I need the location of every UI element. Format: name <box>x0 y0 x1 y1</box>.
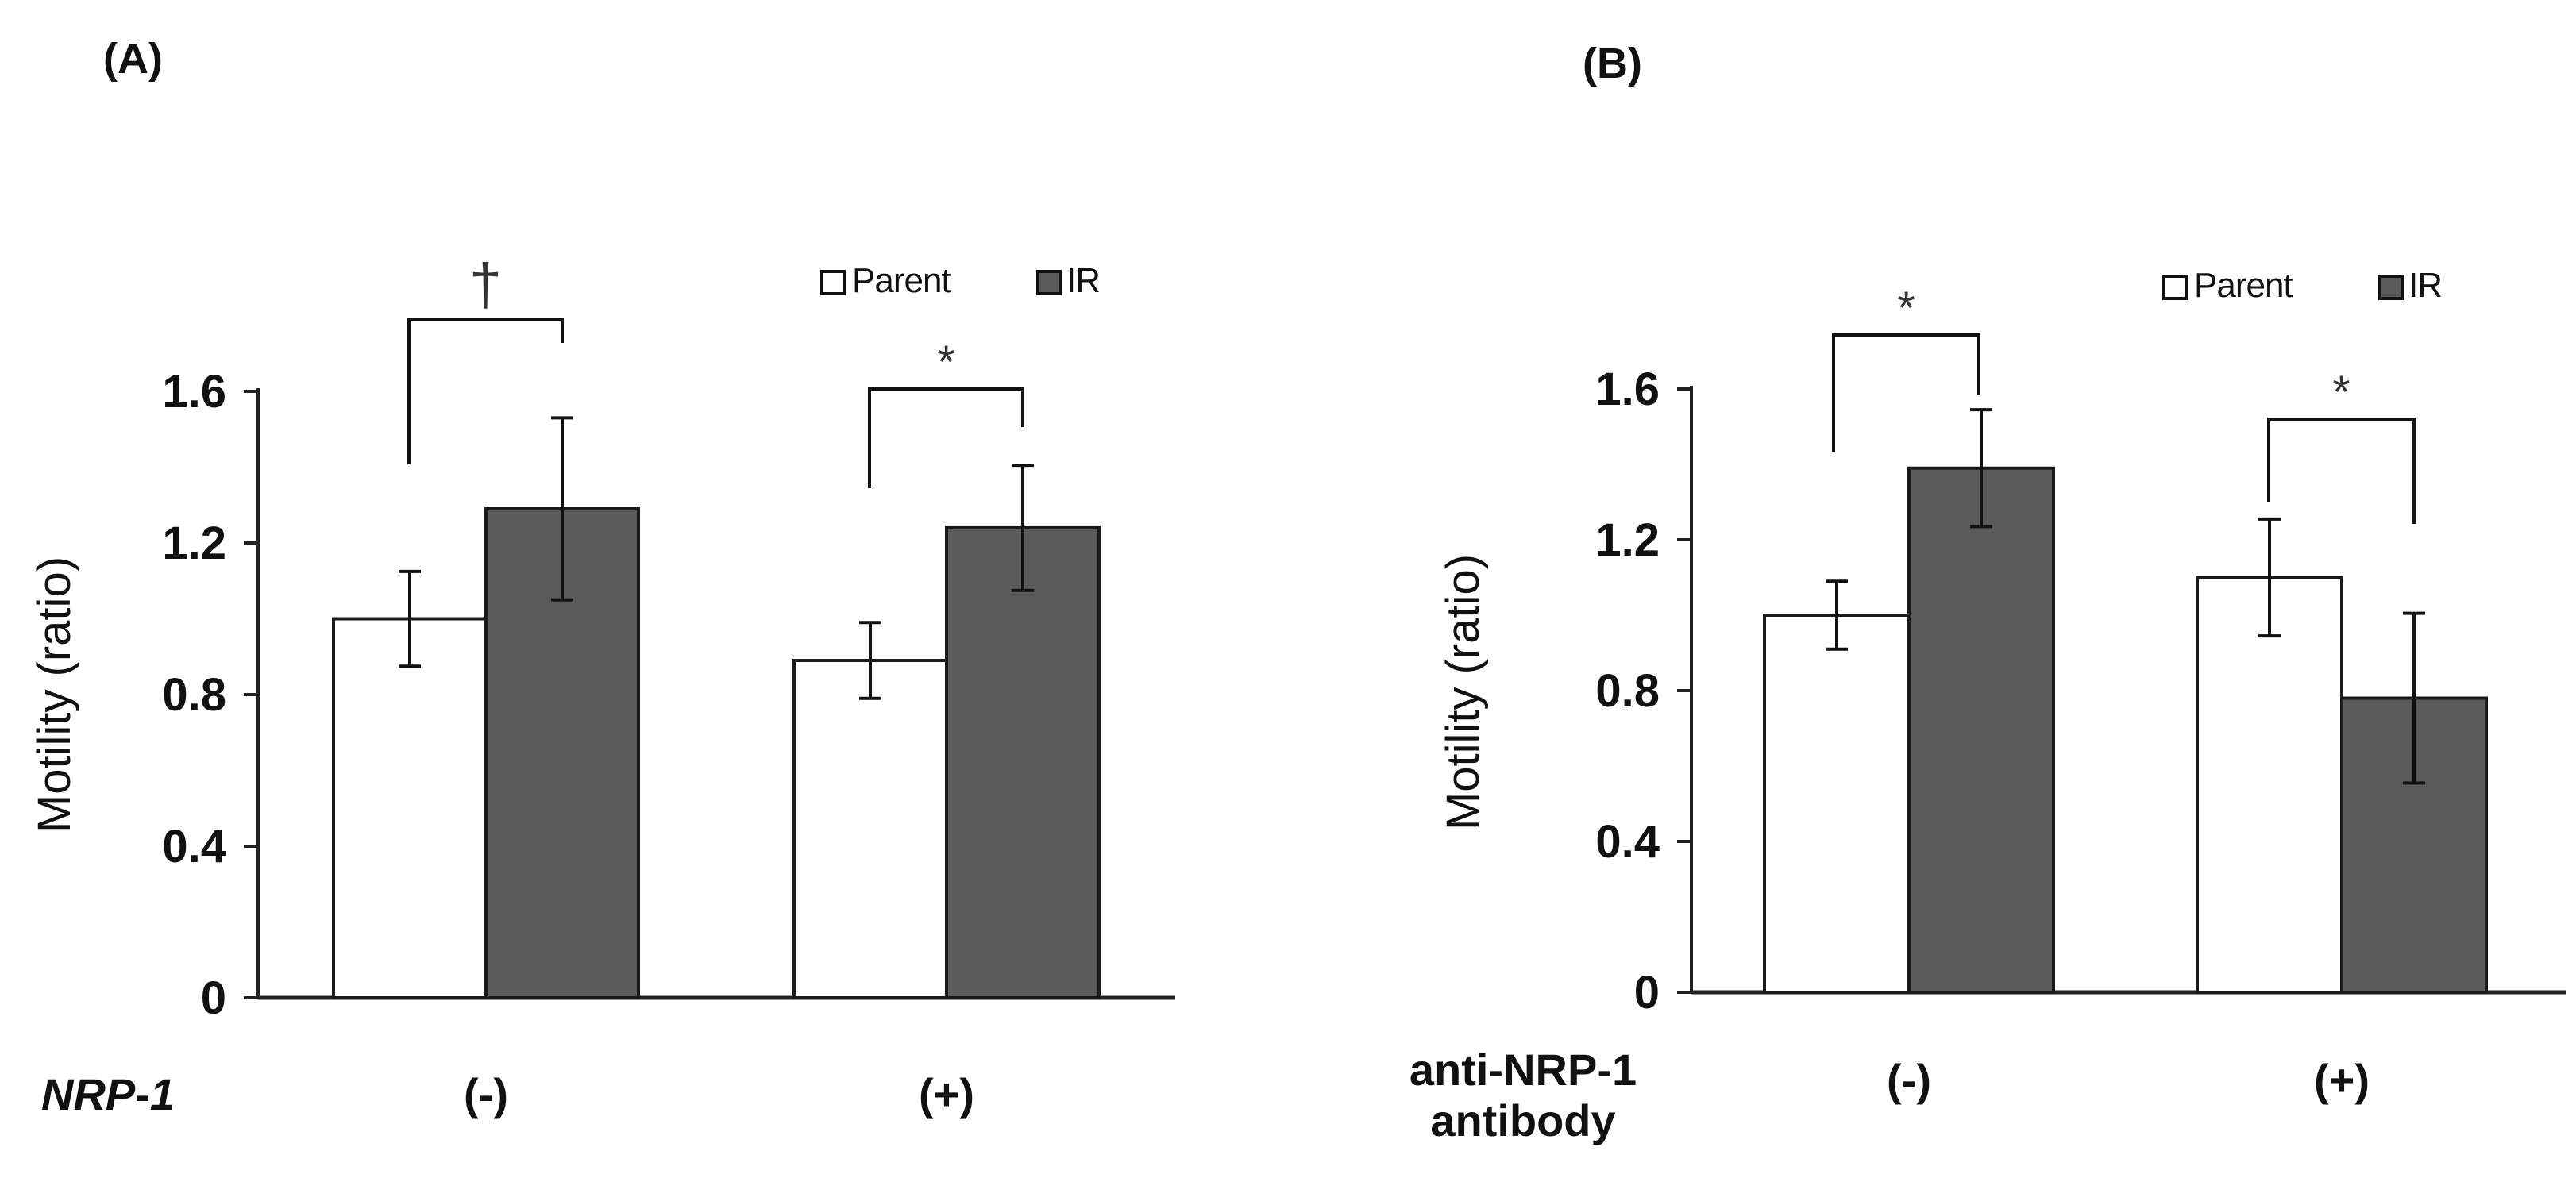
bar-ir-minus <box>1907 466 2055 994</box>
panel-label: (A) <box>103 35 163 83</box>
category-label: (+) <box>919 1069 974 1119</box>
row-label-line: antibody <box>1430 1095 1615 1145</box>
row-label: NRP-1 <box>41 1069 175 1119</box>
bar-parent-minus <box>332 617 488 999</box>
significance-mark: * <box>2332 367 2350 418</box>
panel-label: (B) <box>1583 40 1642 87</box>
y-tick-label: 1.2 <box>1595 514 1660 566</box>
y-tick-label: 0.8 <box>162 669 226 721</box>
bar-ir-plus <box>945 525 1101 999</box>
legend-label-parent: Parent <box>852 261 951 300</box>
significance-bracket <box>2267 418 2416 524</box>
bar-parent-plus <box>792 659 948 1000</box>
y-tick-label: 0 <box>201 972 226 1024</box>
row-label: anti-NRP-1 antibody <box>1409 1045 1637 1145</box>
legend-swatch-ir <box>2378 275 2404 300</box>
y-axis-title: Motility (ratio) <box>29 556 80 833</box>
y-tick-label: 1.6 <box>162 366 226 418</box>
legend-label-ir: IR <box>2408 266 2442 305</box>
significance-mark: † <box>469 252 502 318</box>
significance-mark: * <box>1897 283 1915 334</box>
bar-parent-plus <box>2196 576 2343 994</box>
legend-swatch-parent <box>2162 275 2188 300</box>
category-label: (-) <box>464 1069 508 1119</box>
y-tick-label: 0 <box>1634 967 1660 1018</box>
row-label-line: anti-NRP-1 <box>1409 1045 1637 1095</box>
legend-label-parent: Parent <box>2194 266 2293 305</box>
significance-bracket <box>407 318 564 464</box>
legend-swatch-ir <box>1036 270 1062 295</box>
y-axis-title: Motility (ratio) <box>1437 554 1489 830</box>
significance-bracket <box>868 387 1024 488</box>
significance-bracket <box>1832 333 1980 452</box>
significance-mark: * <box>937 337 955 388</box>
y-tick-label: 0.4 <box>1595 816 1660 868</box>
y-tick-label: 1.6 <box>1595 364 1660 415</box>
category-label: (-) <box>1887 1055 1931 1105</box>
bar-parent-minus <box>1763 614 1911 994</box>
legend-label-ir: IR <box>1066 261 1100 300</box>
chart-panel-a: (A) Motility (ratio) 0 0.4 0.8 1.2 1.6 (-) (+) † *… <box>29 35 1175 1119</box>
y-tick-label: 1.2 <box>162 518 226 569</box>
legend: Parent IR <box>820 261 1101 300</box>
y-tick-label: 0.4 <box>162 821 226 872</box>
category-label: (+) <box>2314 1055 2370 1105</box>
chart-panel-b: (B) Motility (ratio) 0 0.4 0.8 1.2 1.6 (-) (+) * *… <box>1409 40 2566 1145</box>
legend: Parent IR <box>2162 266 2443 305</box>
legend-swatch-parent <box>820 270 846 295</box>
y-tick-label: 0.8 <box>1595 665 1660 717</box>
